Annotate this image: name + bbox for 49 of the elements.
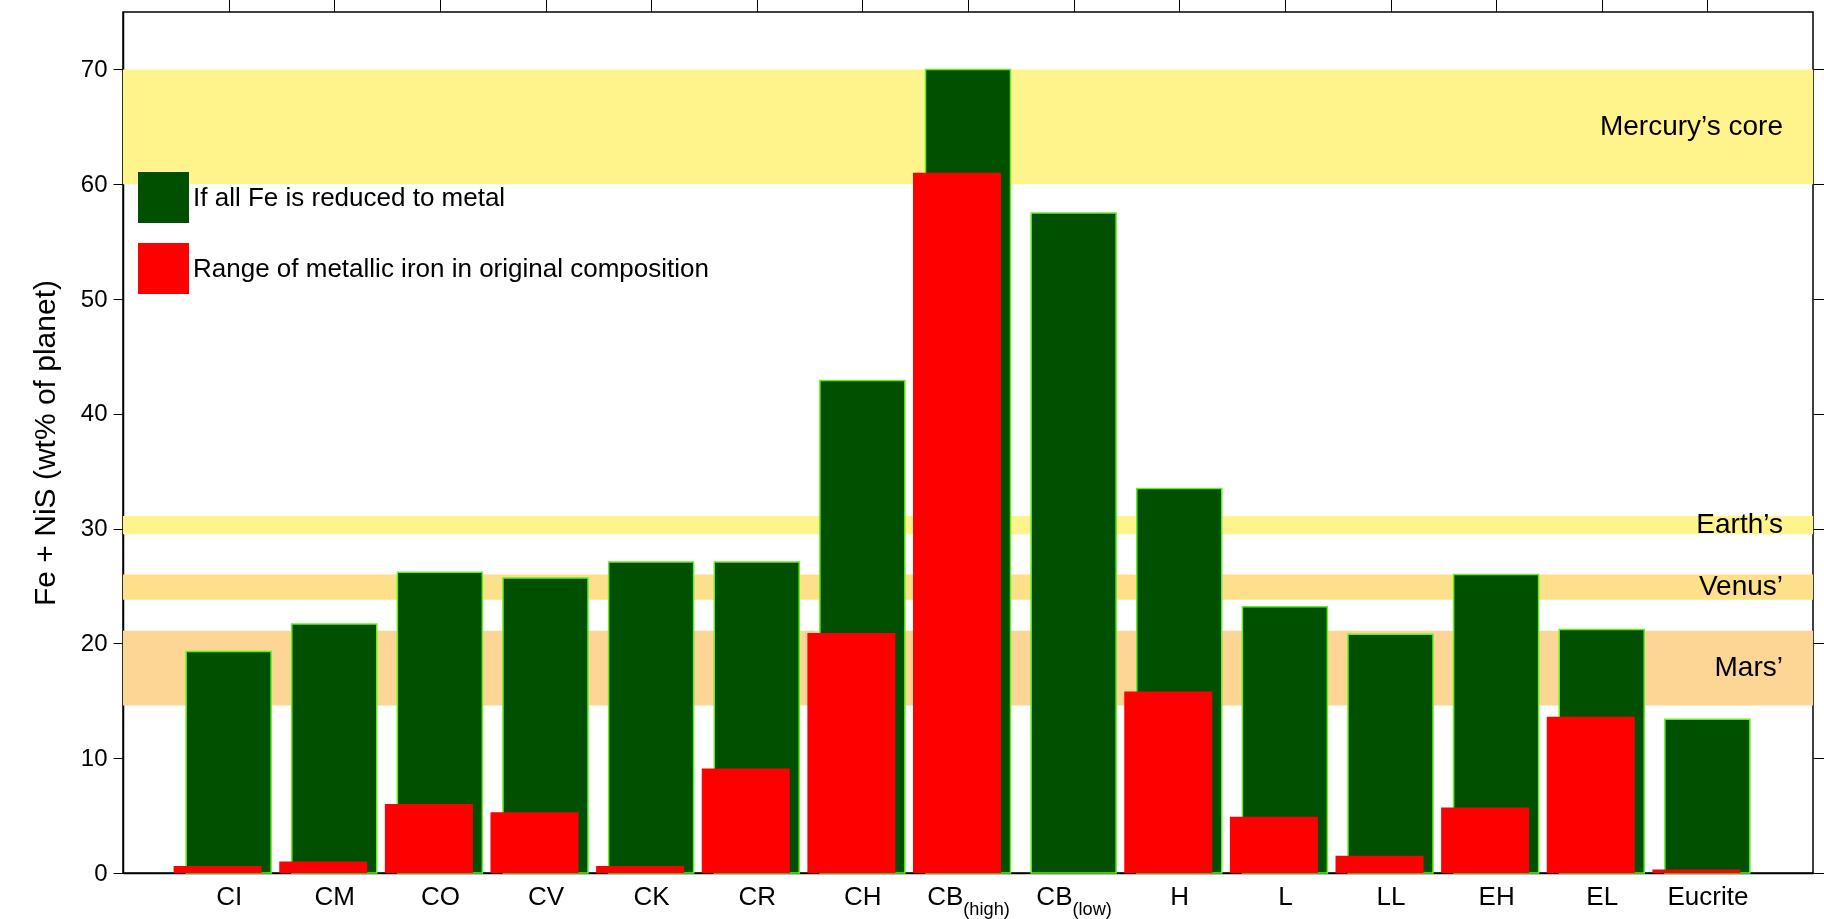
y-tick-label: 30 [80, 514, 108, 542]
bar [1347, 633, 1434, 874]
x-tick-label: CV [527, 880, 565, 911]
y-axis-title: Fe + NiS (wt% of planet) [27, 280, 61, 606]
x-tick-label: CB$_{(low)}$ [1036, 880, 1112, 919]
bar [913, 172, 1001, 873]
bar [173, 866, 262, 873]
bar [490, 812, 579, 873]
bar [291, 623, 378, 874]
legend-label: Range of metallic iron in original composition [193, 252, 709, 283]
bar [1441, 807, 1530, 873]
band-label: Venus’ [1698, 570, 1783, 602]
band-label: Earth’s [1696, 508, 1783, 540]
y-tick-label: 50 [80, 284, 108, 312]
x-tick-label: LL [1376, 880, 1406, 911]
y-tick-label: 70 [80, 54, 108, 82]
x-tick-label: H [1170, 880, 1190, 911]
bar [384, 804, 473, 873]
bar [185, 650, 272, 874]
bar [596, 866, 685, 873]
y-tick-label: 40 [80, 399, 108, 427]
x-tick-label: Eucrite [1667, 880, 1749, 911]
bar [1335, 855, 1424, 873]
x-tick-label: CI [216, 880, 243, 911]
band-label: Mars’ [1714, 651, 1783, 683]
bar [607, 561, 695, 874]
bar [1030, 212, 1117, 874]
x-tick-label: EH [1478, 880, 1515, 911]
band-label: Mercury’s core [1599, 109, 1783, 141]
x-tick-label: EL [1586, 880, 1619, 911]
bar [1664, 718, 1751, 874]
bar [807, 633, 896, 873]
bar [701, 768, 790, 873]
x-tick-label: CR [738, 880, 777, 911]
y-tick-label: 20 [80, 628, 108, 656]
x-tick-label: CK [633, 880, 671, 911]
bar [1229, 816, 1318, 873]
y-tick-label: 60 [80, 169, 108, 197]
bar [1124, 691, 1213, 873]
x-tick-label: CO [420, 880, 460, 911]
bar [1546, 716, 1635, 873]
x-tick-label: CM [314, 880, 355, 911]
bar [279, 861, 368, 873]
y-tick-label: 10 [80, 743, 108, 771]
y-tick-label: 0 [94, 858, 108, 886]
x-tick-label: CB$_{(high)}$ [927, 880, 1010, 919]
legend-label: If all Fe is reduced to metal [193, 181, 506, 212]
x-tick-label: CH [844, 880, 882, 911]
x-tick-label: L [1278, 880, 1293, 911]
